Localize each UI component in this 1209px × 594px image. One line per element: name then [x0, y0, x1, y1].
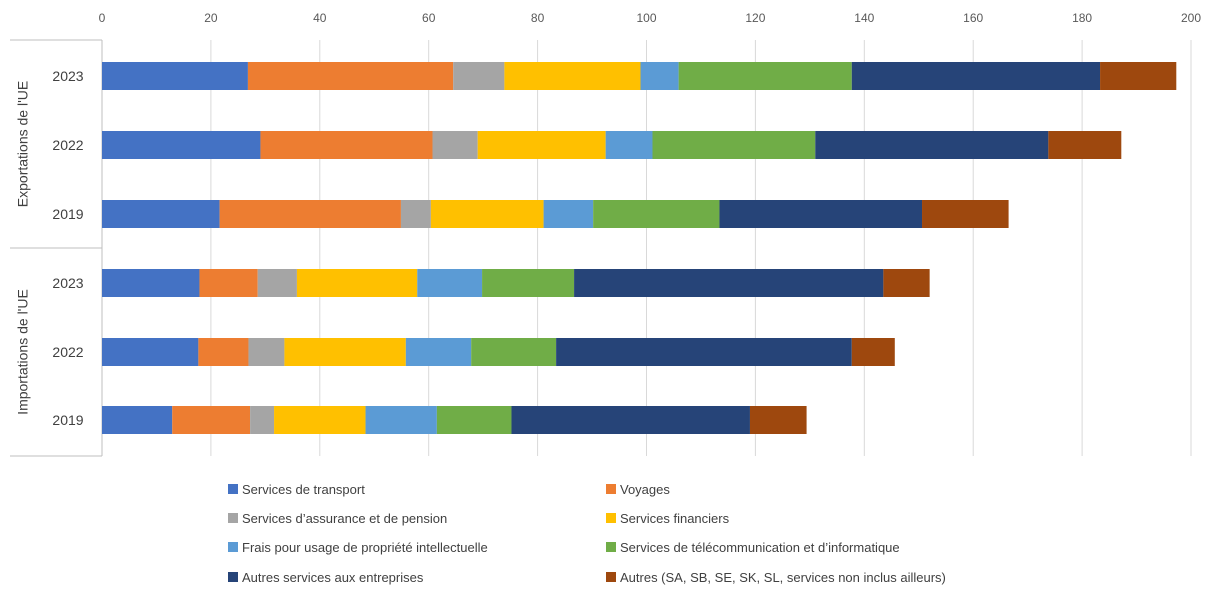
bar-segment-row0-series2 — [453, 62, 505, 90]
category-label-1-2019: 2019 — [52, 412, 83, 428]
bar-segment-row4-series2 — [248, 338, 285, 366]
legend-swatch-7 — [606, 572, 616, 582]
bar-segment-row4-series0 — [102, 338, 199, 366]
x-tick-label-0: 0 — [99, 11, 106, 25]
bar-segment-row5-series6 — [511, 406, 750, 434]
legend-label-1: Voyages — [620, 482, 670, 497]
bar-segment-row3-series6 — [574, 269, 884, 297]
bar-segment-row4-series3 — [284, 338, 406, 366]
bar-segment-row2-series1 — [219, 200, 401, 228]
legend-label-2: Services d’assurance et de pension — [242, 511, 447, 526]
bar-segment-row5-series1 — [172, 406, 251, 434]
x-tick-label-100: 100 — [636, 11, 656, 25]
legend-label-4: Frais pour usage de propriété intellectu… — [242, 540, 488, 555]
legend-swatch-2 — [228, 513, 238, 523]
bar-segment-row2-series0 — [102, 200, 220, 228]
bar-segment-row1-series2 — [432, 131, 478, 159]
bar-segment-row3-series4 — [417, 269, 483, 297]
legend-label-5: Services de télécommunication et d’infor… — [620, 540, 900, 555]
legend-label-3: Services financiers — [620, 511, 730, 526]
bar-segment-row2-series5 — [593, 200, 720, 228]
legend-label-0: Services de transport — [242, 482, 365, 497]
bar-segment-row0-series3 — [504, 62, 641, 90]
category-label-0-2019: 2019 — [52, 206, 83, 222]
bar-segment-row3-series0 — [102, 269, 200, 297]
x-tick-label-180: 180 — [1072, 11, 1092, 25]
category-label-1-2022: 2022 — [52, 344, 83, 360]
bar-segment-row4-series6 — [556, 338, 852, 366]
bar-segment-row5-series5 — [436, 406, 512, 434]
bar-segment-row5-series4 — [365, 406, 437, 434]
group-label-0: Exportations de l'UE — [15, 81, 31, 207]
bar-segment-row1-series7 — [1048, 131, 1122, 159]
legend-swatch-5 — [606, 542, 616, 552]
x-tick-label-60: 60 — [422, 11, 436, 25]
legend-swatch-6 — [228, 572, 238, 582]
bar-segment-row3-series7 — [883, 269, 930, 297]
bar-segment-row1-series6 — [815, 131, 1049, 159]
category-label-0-2022: 2022 — [52, 137, 83, 153]
bar-segment-row3-series1 — [199, 269, 258, 297]
category-label-0-2023: 2023 — [52, 68, 83, 84]
bar-segment-row5-series3 — [274, 406, 366, 434]
bar-segment-row1-series1 — [260, 131, 433, 159]
bar-segment-row0-series7 — [1100, 62, 1177, 90]
legend-swatch-4 — [228, 542, 238, 552]
x-tick-label-200: 200 — [1181, 11, 1201, 25]
bar-segment-row0-series5 — [678, 62, 852, 90]
bar-segment-row1-series3 — [477, 131, 606, 159]
x-tick-label-40: 40 — [313, 11, 327, 25]
x-tick-label-160: 160 — [963, 11, 983, 25]
category-label-1-2023: 2023 — [52, 275, 83, 291]
bar-segment-row0-series1 — [247, 62, 454, 90]
bar-segment-row0-series4 — [640, 62, 679, 90]
bar-segment-row4-series5 — [471, 338, 557, 366]
bar-segment-row2-series2 — [400, 200, 431, 228]
bar-segment-row3-series3 — [296, 269, 418, 297]
x-tick-label-80: 80 — [531, 11, 545, 25]
bar-segment-row1-series5 — [652, 131, 816, 159]
bar-segment-row0-series0 — [102, 62, 248, 90]
x-tick-label-140: 140 — [854, 11, 874, 25]
legend-swatch-3 — [606, 513, 616, 523]
bar-segment-row5-series2 — [250, 406, 275, 434]
bar-segment-row3-series2 — [257, 269, 297, 297]
bar-segment-row4-series4 — [405, 338, 472, 366]
group-label-1: Importations de l'UE — [15, 289, 31, 415]
bar-segment-row4-series1 — [198, 338, 249, 366]
legend-swatch-0 — [228, 484, 238, 494]
bar-segment-row3-series5 — [482, 269, 575, 297]
bar-segment-row2-series3 — [430, 200, 544, 228]
bar-segment-row2-series4 — [543, 200, 594, 228]
bar-segment-row1-series0 — [102, 131, 261, 159]
x-tick-label-120: 120 — [745, 11, 765, 25]
bar-segment-row0-series6 — [851, 62, 1101, 90]
bar-segment-row1-series4 — [605, 131, 653, 159]
bar-segment-row2-series6 — [719, 200, 923, 228]
bar-segment-row5-series7 — [749, 406, 807, 434]
legend-swatch-1 — [606, 484, 616, 494]
x-tick-label-20: 20 — [204, 11, 218, 25]
bar-segment-row4-series7 — [851, 338, 895, 366]
bar-segment-row2-series7 — [922, 200, 1009, 228]
legend-label-7: Autres (SA, SB, SE, SK, SL, services non… — [620, 570, 946, 585]
bar-segment-row5-series0 — [102, 406, 173, 434]
legend-label-6: Autres services aux entreprises — [242, 570, 424, 585]
